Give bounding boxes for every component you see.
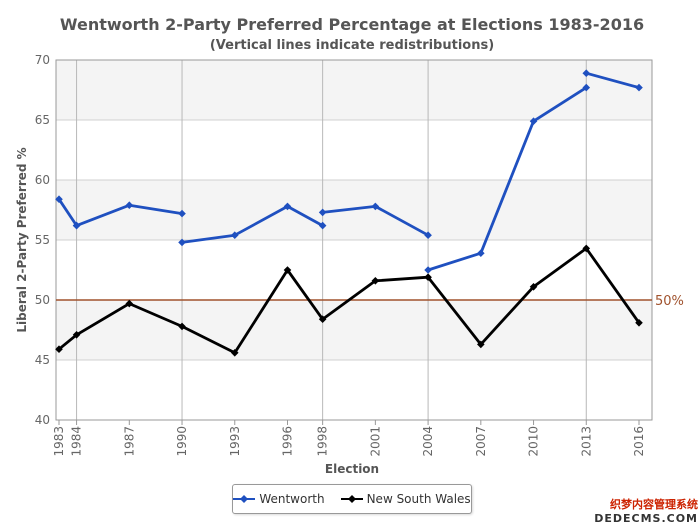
data-point[interactable] (529, 283, 538, 291)
data-point[interactable] (55, 195, 63, 203)
data-point[interactable] (318, 315, 327, 323)
chart-subtitle: (Vertical lines indicate redistributions… (210, 38, 494, 53)
reference-line-50: 50% (56, 294, 684, 309)
plot-band (56, 300, 652, 360)
plot-band (56, 60, 652, 120)
plot-band (56, 240, 652, 300)
x-axis-ticks: 1983 1984 1987 1990 1993 1996 1998 2001 2004 2007… (52, 420, 646, 457)
data-point[interactable] (72, 331, 81, 339)
watermark-line2: DEDECMS.COM (594, 512, 698, 525)
data-point[interactable] (55, 345, 63, 353)
series-1 (55, 244, 643, 357)
x-tick-label: 2004 (421, 426, 435, 457)
legend-label-wentworth: Wentworth (259, 492, 325, 506)
data-point[interactable] (424, 231, 432, 239)
data-point[interactable] (230, 349, 239, 357)
y-tick-label: 40 (35, 413, 50, 427)
legend-item-nsw[interactable]: New South Wales (340, 492, 471, 506)
x-axis-title: Election (325, 462, 379, 476)
plot-band (56, 120, 652, 180)
x-tick-label: 2007 (474, 426, 488, 457)
data-point[interactable] (318, 221, 327, 230)
series-0 (55, 69, 643, 274)
x-tick-label: 1996 (280, 426, 294, 457)
data-point[interactable] (582, 244, 591, 253)
series-line-segment (427, 86, 588, 272)
x-tick-label: 1987 (122, 426, 136, 457)
x-tick-label: 1998 (316, 426, 330, 457)
y-tick-label: 65 (35, 113, 50, 127)
x-tick-label: 1983 (52, 426, 66, 457)
data-point[interactable] (635, 319, 643, 327)
data-point[interactable] (529, 117, 538, 125)
series-line-segment (181, 204, 324, 244)
data-point[interactable] (230, 231, 239, 239)
data-point[interactable] (424, 266, 432, 274)
x-tick-label: 2010 (527, 426, 541, 457)
y-tick-label: 50 (35, 293, 50, 307)
x-tick-label: 2016 (632, 426, 646, 457)
data-point[interactable] (371, 277, 380, 285)
y-axis-title: Liberal 2-Party Preferred % (15, 147, 29, 332)
legend-item-wentworth[interactable]: Wentworth (233, 492, 325, 506)
x-tick-label: 1984 (70, 426, 84, 457)
x-tick-label: 1993 (228, 426, 242, 457)
data-point[interactable] (371, 202, 380, 211)
y-axis-ticks: 40 45 50 55 60 65 70 (35, 53, 50, 427)
watermark: 织梦内容管理系统 DEDECMS.COM (594, 498, 698, 526)
y-tick-label: 70 (35, 53, 50, 67)
y-tick-label: 60 (35, 173, 50, 187)
data-point[interactable] (318, 208, 327, 217)
x-tick-label: 1990 (175, 426, 189, 457)
x-tick-label: 2001 (368, 426, 382, 457)
watermark-line1: 织梦内容管理系统 (610, 498, 698, 511)
series-line-segment (57, 198, 78, 227)
y-tick-label: 55 (35, 233, 50, 247)
reference-line-label: 50% (655, 294, 684, 309)
data-point[interactable] (424, 273, 432, 281)
plot-band (56, 360, 652, 420)
legend-swatch-wentworth (233, 495, 256, 503)
legend-swatch-nsw (340, 495, 363, 503)
data-point[interactable] (125, 201, 134, 209)
data-point[interactable] (477, 340, 485, 349)
data-point[interactable] (477, 249, 485, 257)
data-point[interactable] (178, 209, 186, 218)
data-point[interactable] (178, 322, 186, 331)
y-tick-label: 45 (35, 353, 50, 367)
data-point[interactable] (72, 221, 81, 230)
legend: Wentworth New South Wales (232, 484, 472, 514)
series-line-segment (585, 71, 640, 89)
data-point[interactable] (582, 83, 591, 92)
data-point[interactable] (283, 202, 292, 211)
chart-title: Wentworth 2-Party Preferred Percentage a… (60, 15, 644, 34)
plot-border (55, 59, 653, 421)
data-point[interactable] (283, 266, 292, 274)
data-point[interactable] (582, 69, 591, 77)
legend-label-nsw: New South Wales (366, 492, 471, 506)
data-point[interactable] (178, 238, 186, 247)
plot-bands (56, 60, 652, 420)
data-point[interactable] (125, 299, 134, 308)
x-tick-label: 2013 (579, 426, 593, 457)
data-point[interactable] (635, 83, 643, 92)
series-layer (55, 69, 643, 357)
